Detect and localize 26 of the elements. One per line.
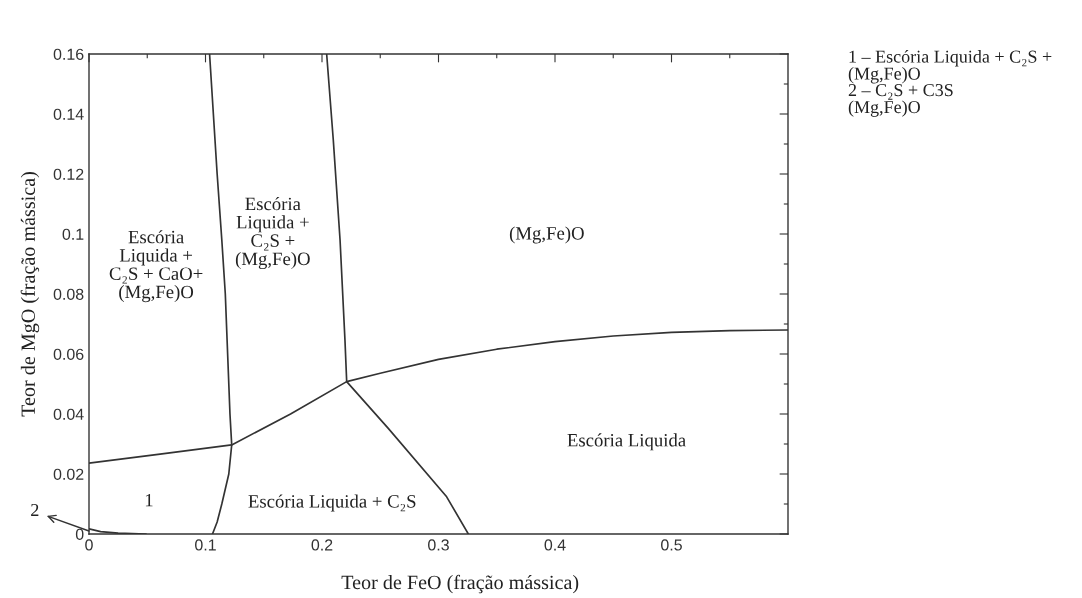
annotation: Escória Liquida + C₂S [248,494,416,512]
x-tick-label: 0.4 [544,539,566,551]
annotation: Escória Liquida [567,433,686,451]
y-tick-label: 0 [75,528,84,540]
y-tick-label: 0.1 [62,228,84,240]
annotation: Escória Liquida + C₂S + (Mg,Fe)O [235,197,310,270]
annotation: (Mg,Fe)O [509,226,584,244]
y-tick-label: 0.12 [53,168,84,180]
y-axis-title: Teor de MgO (fração mássica) [20,172,40,417]
x-axis-title: Teor de FeO (fração mássica) [341,574,579,594]
annotation: Escória Liquida + C₂S + CaO+ (Mg,Fe)O [109,230,203,303]
y-tick-label: 0.02 [53,468,84,480]
y-tick-label: 0.14 [53,108,84,120]
y-tick-label: 0.08 [53,288,84,300]
x-tick-label: 0 [85,539,93,551]
text: 2 – C₂S + C3S (Mg,Fe)O [848,84,953,117]
x-tick-label: 0.1 [195,539,216,551]
x-tick-label: 0.2 [311,539,333,551]
x-tick-label: 0.5 [661,539,682,551]
y-tick-label: 0.06 [53,348,84,360]
y-tick-label: 0.16 [53,48,84,60]
x-tick-label: 0.3 [428,539,449,551]
text: 1 – Escória Liquida + C₂S + (Mg,Fe)O [848,50,1052,84]
annotation: 1 [145,493,153,507]
y-tick-label: 0.04 [53,408,84,420]
annotation: 2 [31,503,39,516]
